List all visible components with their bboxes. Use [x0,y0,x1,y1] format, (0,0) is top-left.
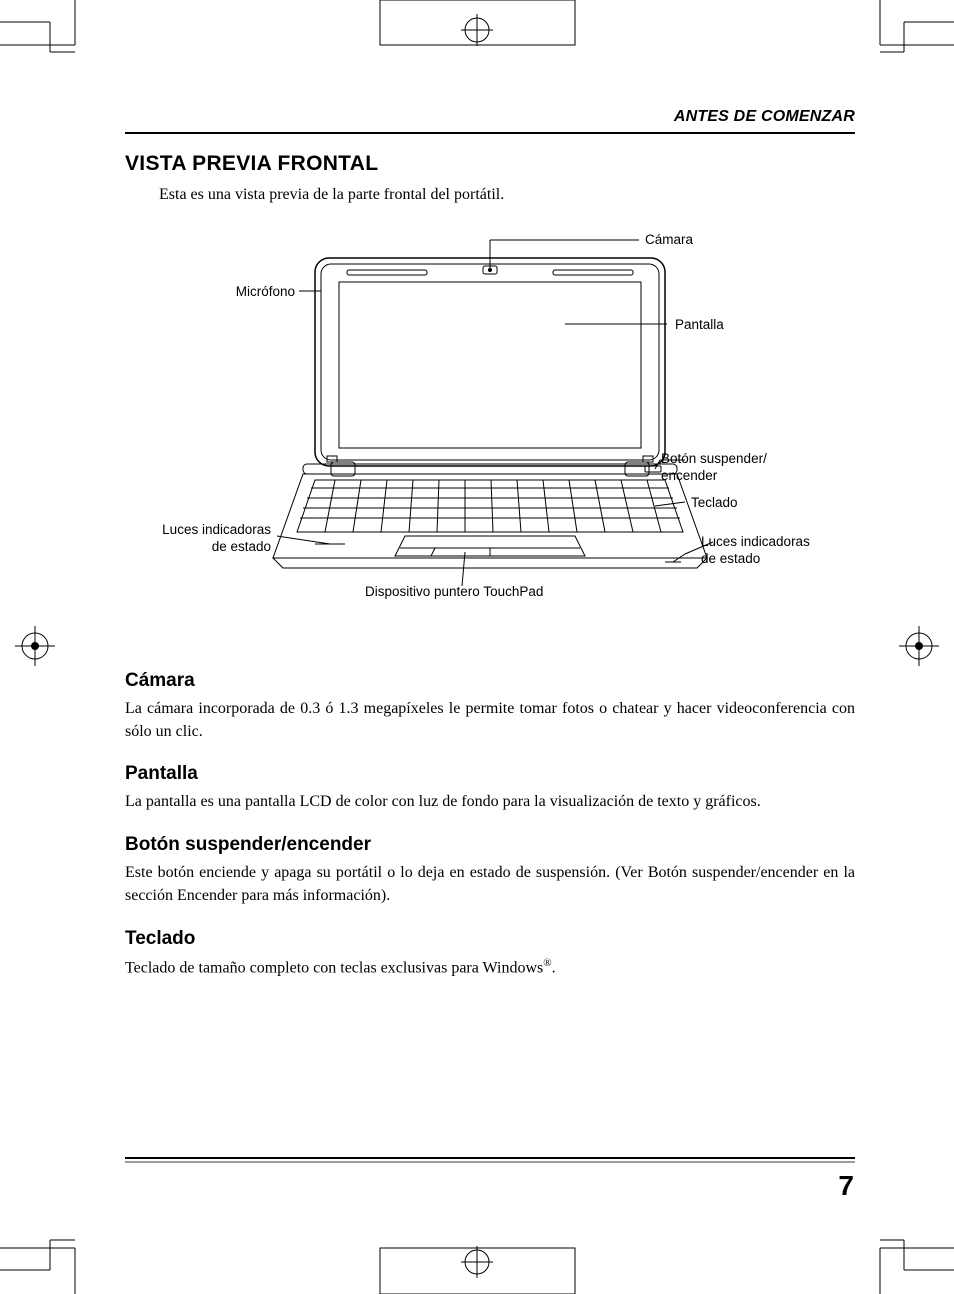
body-camera: La cámara incorporada de 0.3 ó 1.3 megap… [125,698,855,743]
subhead-display: Pantalla [125,763,855,785]
main-title: VISTA PREVIA FRONTAL [125,152,855,176]
page-number: 7 [838,1170,854,1202]
callout-status-right: Luces indicadoras de estado [701,534,810,568]
callout-camera: Cámara [645,232,693,249]
callout-touchpad: Dispositivo puntero TouchPad [365,584,543,601]
body-keyboard-suffix: . [552,959,556,976]
callout-status-left: Luces indicadoras de estado [111,522,271,556]
front-view-diagram: Cámara Micrófono Pantalla Botón suspende… [125,216,855,616]
body-power: Este botón enciende y apaga su portátil … [125,862,855,907]
callout-keyboard: Teclado [691,495,738,512]
header-section-name: ANTES DE COMENZAR [674,108,855,125]
callout-power-button: Botón suspender/ encender [661,451,767,485]
content-area: ANTES DE COMENZAR VISTA PREVIA FRONTAL E… [125,108,855,980]
footer-rule-shadow [125,1161,855,1163]
intro-text: Esta es una vista previa de la parte fro… [159,186,855,204]
subhead-power: Botón suspender/encender [125,834,855,856]
body-display: La pantalla es una pantalla LCD de color… [125,791,855,814]
body-keyboard: Teclado de tamaño completo con teclas ex… [125,956,855,980]
subhead-keyboard: Teclado [125,928,855,950]
callout-microphone: Micrófono [175,284,295,301]
running-header: ANTES DE COMENZAR [125,108,855,134]
body-keyboard-prefix: Teclado de tamaño completo con teclas ex… [125,959,543,976]
page: ANTES DE COMENZAR VISTA PREVIA FRONTAL E… [0,0,954,1294]
subhead-camera: Cámara [125,670,855,692]
footer-rule [125,1157,855,1159]
registered-mark: ® [543,957,551,969]
callout-display: Pantalla [675,317,724,334]
